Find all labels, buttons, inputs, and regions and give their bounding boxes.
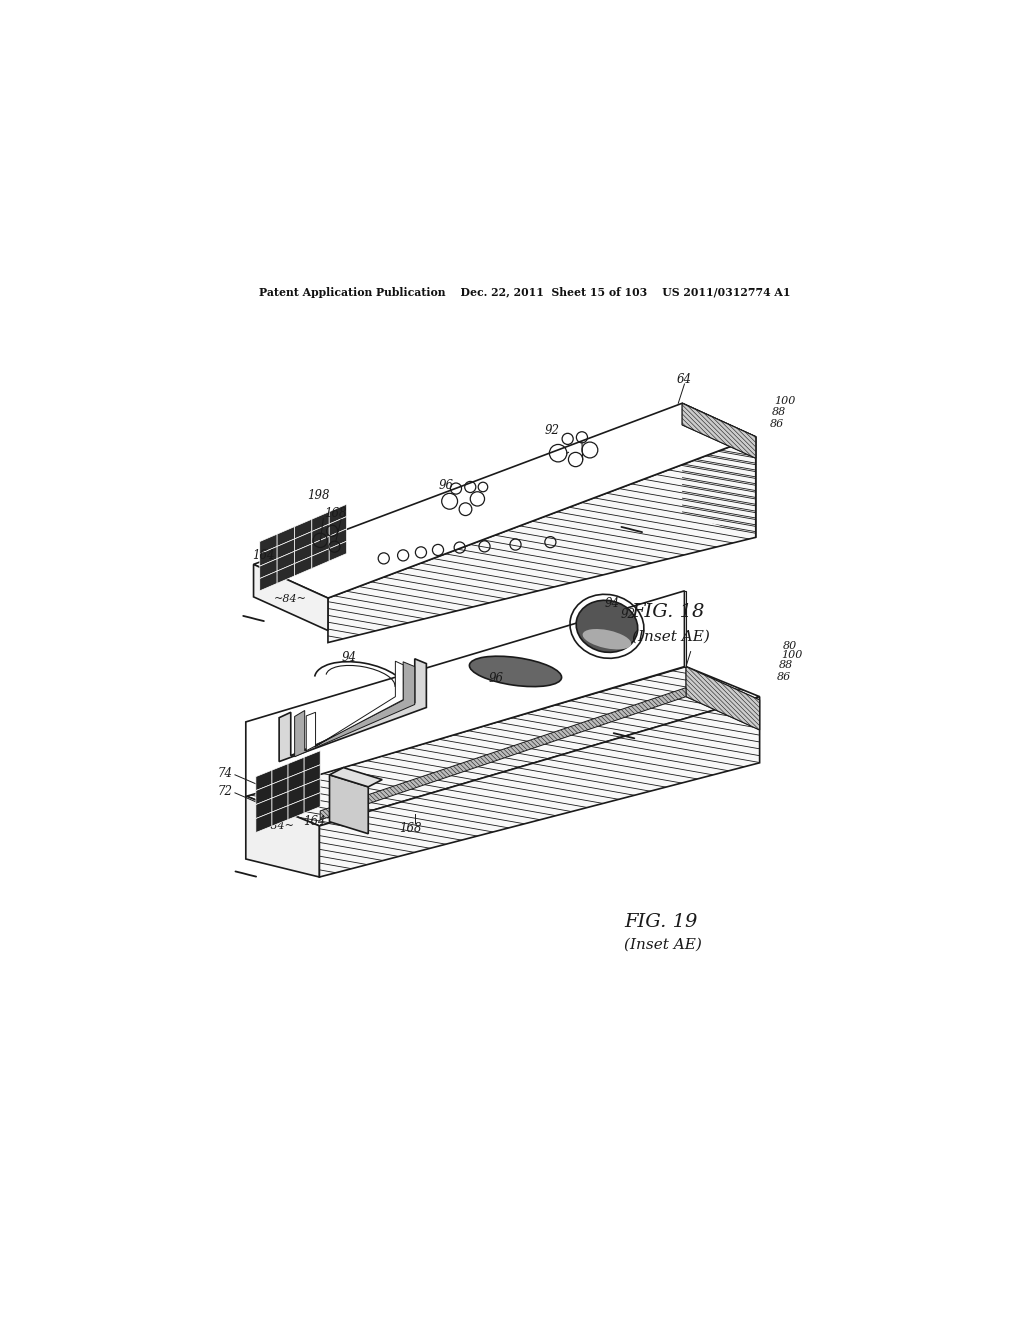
Ellipse shape	[583, 630, 631, 649]
Polygon shape	[272, 792, 288, 812]
Polygon shape	[272, 777, 288, 799]
Text: ~84~: ~84~	[273, 594, 307, 605]
Polygon shape	[256, 784, 272, 805]
Text: 168: 168	[399, 822, 422, 836]
Polygon shape	[272, 764, 288, 784]
Polygon shape	[682, 404, 756, 537]
Polygon shape	[329, 529, 346, 549]
Polygon shape	[306, 661, 403, 751]
Polygon shape	[254, 404, 756, 598]
Polygon shape	[682, 409, 756, 449]
Text: 72: 72	[217, 785, 232, 799]
Text: ~84~: ~84~	[262, 821, 295, 830]
Text: 164: 164	[252, 549, 274, 562]
Text: (Inset AE): (Inset AE)	[632, 630, 710, 644]
Polygon shape	[278, 564, 295, 583]
Polygon shape	[686, 667, 760, 708]
Polygon shape	[682, 404, 756, 442]
Text: 74: 74	[217, 767, 232, 780]
Text: 100: 100	[781, 651, 803, 660]
Polygon shape	[686, 686, 760, 730]
Polygon shape	[295, 544, 312, 564]
Polygon shape	[288, 771, 304, 792]
Text: Patent Application Publication    Dec. 22, 2011  Sheet 15 of 103    US 2011/0312: Patent Application Publication Dec. 22, …	[259, 288, 791, 298]
Polygon shape	[684, 591, 686, 667]
Polygon shape	[304, 779, 321, 799]
Polygon shape	[304, 751, 321, 771]
Polygon shape	[686, 667, 760, 730]
Text: 80: 80	[783, 640, 797, 651]
Polygon shape	[246, 796, 319, 876]
Polygon shape	[295, 556, 312, 576]
Text: FIG. 18: FIG. 18	[632, 603, 706, 622]
Polygon shape	[280, 659, 426, 762]
Ellipse shape	[469, 656, 561, 686]
Polygon shape	[278, 539, 295, 558]
Polygon shape	[304, 764, 321, 785]
Polygon shape	[246, 667, 760, 826]
Text: 96: 96	[488, 672, 504, 685]
Polygon shape	[288, 785, 304, 805]
Polygon shape	[686, 673, 760, 713]
Polygon shape	[254, 565, 328, 631]
Text: 86: 86	[770, 420, 784, 429]
Polygon shape	[278, 552, 295, 572]
Polygon shape	[304, 793, 321, 813]
Polygon shape	[682, 404, 756, 458]
Polygon shape	[312, 512, 329, 532]
Text: 94: 94	[341, 651, 356, 664]
Text: 168: 168	[325, 507, 347, 520]
Polygon shape	[288, 758, 304, 777]
Polygon shape	[312, 524, 329, 544]
Polygon shape	[330, 768, 382, 787]
Text: 88: 88	[772, 407, 786, 417]
Polygon shape	[321, 688, 686, 820]
Polygon shape	[295, 532, 312, 552]
Polygon shape	[260, 572, 278, 591]
Text: 164: 164	[303, 816, 326, 828]
Polygon shape	[272, 805, 288, 826]
Polygon shape	[295, 661, 415, 756]
Polygon shape	[329, 516, 346, 536]
Text: 100: 100	[774, 396, 796, 405]
Polygon shape	[319, 697, 760, 876]
Polygon shape	[329, 541, 346, 561]
Polygon shape	[328, 437, 756, 643]
Polygon shape	[295, 519, 312, 539]
Polygon shape	[330, 775, 369, 834]
Text: 92: 92	[545, 425, 559, 437]
Polygon shape	[256, 770, 272, 791]
Polygon shape	[312, 536, 329, 556]
Polygon shape	[260, 558, 278, 578]
Polygon shape	[682, 416, 756, 458]
Text: 94: 94	[605, 597, 620, 610]
Ellipse shape	[577, 601, 638, 652]
Text: FIG. 19: FIG. 19	[624, 913, 697, 931]
Polygon shape	[260, 546, 278, 566]
Polygon shape	[246, 591, 684, 796]
Text: 96: 96	[438, 479, 454, 491]
Text: 88: 88	[779, 660, 794, 671]
Polygon shape	[329, 504, 346, 524]
Polygon shape	[278, 527, 295, 546]
Text: (Inset AE): (Inset AE)	[624, 937, 701, 952]
Text: 86: 86	[776, 672, 791, 682]
Polygon shape	[260, 535, 278, 554]
Polygon shape	[256, 799, 272, 818]
Text: 198: 198	[307, 488, 330, 502]
Text: 92: 92	[621, 607, 635, 620]
Polygon shape	[686, 680, 760, 719]
Polygon shape	[256, 812, 272, 833]
Text: 64: 64	[677, 374, 692, 387]
Polygon shape	[288, 799, 304, 820]
Polygon shape	[312, 549, 329, 569]
